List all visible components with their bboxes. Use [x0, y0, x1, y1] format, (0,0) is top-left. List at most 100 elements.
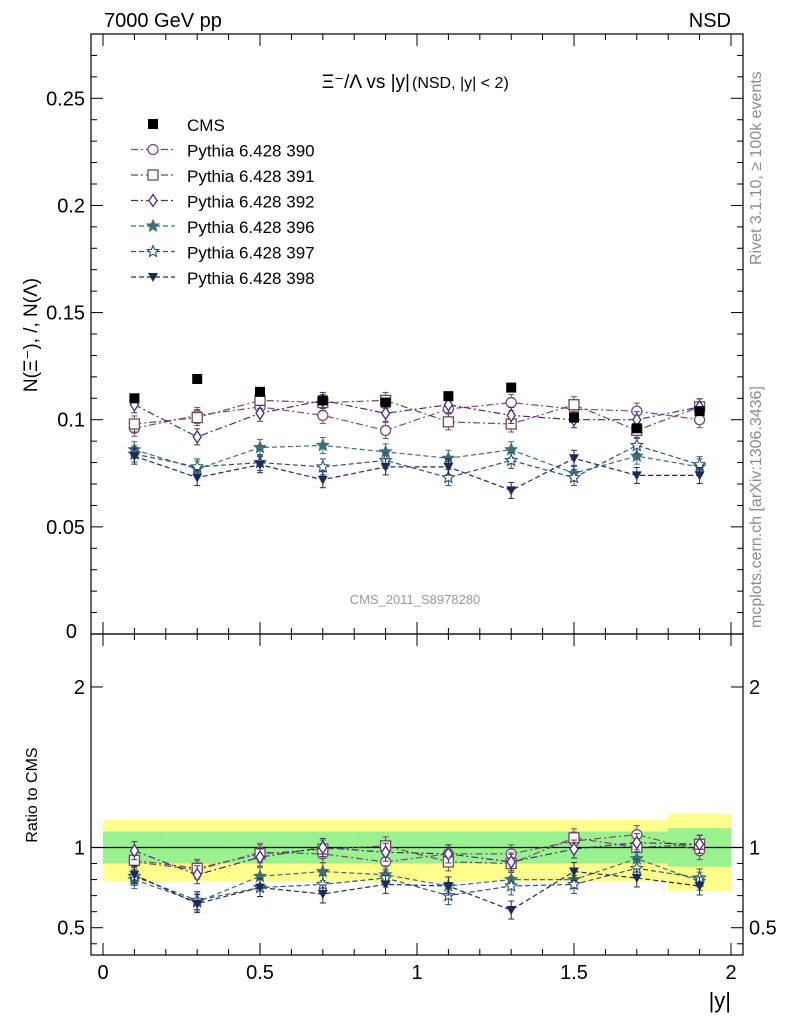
y-tick-label: 0.25 [46, 88, 85, 110]
ratio-point [315, 864, 330, 878]
legend-marker [147, 169, 159, 181]
legend-label: Pythia 6.428 396 [187, 218, 315, 237]
cms-data-point [380, 397, 391, 408]
data-point [569, 454, 579, 464]
ratio-y-tick-label-right: 1 [749, 837, 760, 859]
ratio-point [443, 881, 454, 891]
legend-marker-cms [148, 119, 158, 129]
main-y-axis-label: N(Ξ⁻), /, N(Λ) [21, 278, 42, 392]
ratio-point [318, 840, 328, 855]
data-point [694, 471, 705, 481]
y-tick-label-zero: 0 [66, 621, 77, 643]
cms-data-point [631, 423, 642, 434]
cms-data-point [443, 391, 454, 402]
main-plot: 0.05 0.1 0.15 0.2 0.25 0 [46, 33, 744, 643]
data-point [443, 397, 454, 412]
ratio-series-line [134, 841, 700, 876]
legend: CMS Pythia 6.428 390 Pythia 6.428 391 Pythi… [131, 116, 315, 288]
ratio-y-tick-label: 2 [74, 677, 85, 699]
ratio-point [192, 899, 203, 909]
data-point [191, 411, 203, 424]
ratio-point [566, 876, 582, 891]
data-point [315, 459, 330, 473]
ratio-plot: 0.5 0.5 1 1 2 2 0 0.5 1 1.5 2 [57, 633, 777, 984]
data-point [252, 440, 268, 454]
ratio-point [317, 890, 328, 900]
main-plot-title: Ξ⁻/Λ vs |y| [322, 72, 410, 93]
legend-label: Pythia 6.428 392 [187, 193, 315, 212]
legend-marker [145, 218, 161, 233]
ratio-plot-frame [90, 633, 744, 956]
legend-label-cms: CMS [187, 116, 225, 135]
cms-data-point [694, 406, 705, 417]
ratio-point [632, 835, 642, 850]
x-tick-label: 0 [97, 962, 108, 984]
ratio-y-tick-label: 0.5 [57, 918, 85, 940]
legend-marker [147, 143, 159, 156]
series-3 [129, 391, 705, 446]
data-point [693, 414, 706, 426]
series-line [134, 399, 700, 438]
data-point [504, 452, 519, 467]
ratio-point [129, 843, 140, 858]
cms-data-point [317, 395, 328, 406]
data-point [255, 460, 265, 470]
series-line [134, 399, 700, 432]
cms-data-point [255, 386, 265, 397]
data-point [631, 471, 642, 481]
x-axis-label: |y| [709, 988, 731, 1013]
data-point [442, 416, 455, 428]
ratio-point [694, 881, 705, 891]
cms-data-point [569, 412, 579, 423]
legend-marker [148, 193, 158, 208]
ratio-point [192, 867, 202, 882]
data-point [443, 462, 454, 472]
series-line [134, 444, 700, 479]
ratio-point [694, 837, 705, 852]
series-line [134, 401, 700, 432]
series-5 [127, 436, 707, 487]
cms-data [129, 374, 705, 434]
legend-label: Pythia 6.428 398 [187, 269, 315, 288]
x-tick-label: 2 [725, 962, 736, 984]
ratio-point [506, 906, 517, 916]
cms-data-point [192, 374, 203, 384]
ratio-y-axis-label: Ratio to CMS [24, 747, 41, 842]
ratio-y-tick-label-right: 2 [749, 677, 760, 699]
y-tick-label: 0.05 [46, 517, 85, 539]
y-tick-label: 0.1 [57, 410, 85, 432]
ratio-point [380, 845, 391, 860]
data-point [192, 429, 202, 445]
ratio-point [255, 849, 265, 865]
data-point [315, 437, 330, 452]
data-point [629, 448, 644, 463]
ratio-series-6 [129, 862, 705, 920]
data-point [379, 424, 392, 437]
data-point [566, 470, 582, 484]
series-line [134, 444, 700, 474]
ratio-point [129, 870, 140, 880]
legend-marker [148, 273, 158, 282]
data-point [505, 396, 517, 409]
data-point [441, 470, 456, 484]
header-left: 7000 GeV pp [104, 10, 222, 32]
ratio-point [631, 873, 642, 883]
x-tick-label: 1.5 [560, 962, 588, 984]
data-point [506, 486, 517, 496]
cms-data-point [129, 393, 140, 404]
data-point [192, 473, 203, 483]
ratio-point [255, 883, 265, 893]
data-point [255, 406, 265, 421]
x-tick-label: 0.5 [246, 962, 274, 984]
main-plot-subtitle: (NSD, |y| < 2) [412, 75, 509, 92]
ratio-point [506, 854, 516, 870]
y-tick-label: 0.15 [46, 303, 85, 325]
ratio-series-line [134, 870, 700, 911]
ratio-point [569, 841, 579, 857]
ratio-point [380, 880, 391, 890]
legend-label: Pythia 6.428 391 [187, 167, 315, 186]
data-point [506, 408, 516, 423]
data-point [128, 418, 141, 430]
ratio-point [569, 867, 579, 877]
legend-label: Pythia 6.428 390 [187, 142, 315, 161]
